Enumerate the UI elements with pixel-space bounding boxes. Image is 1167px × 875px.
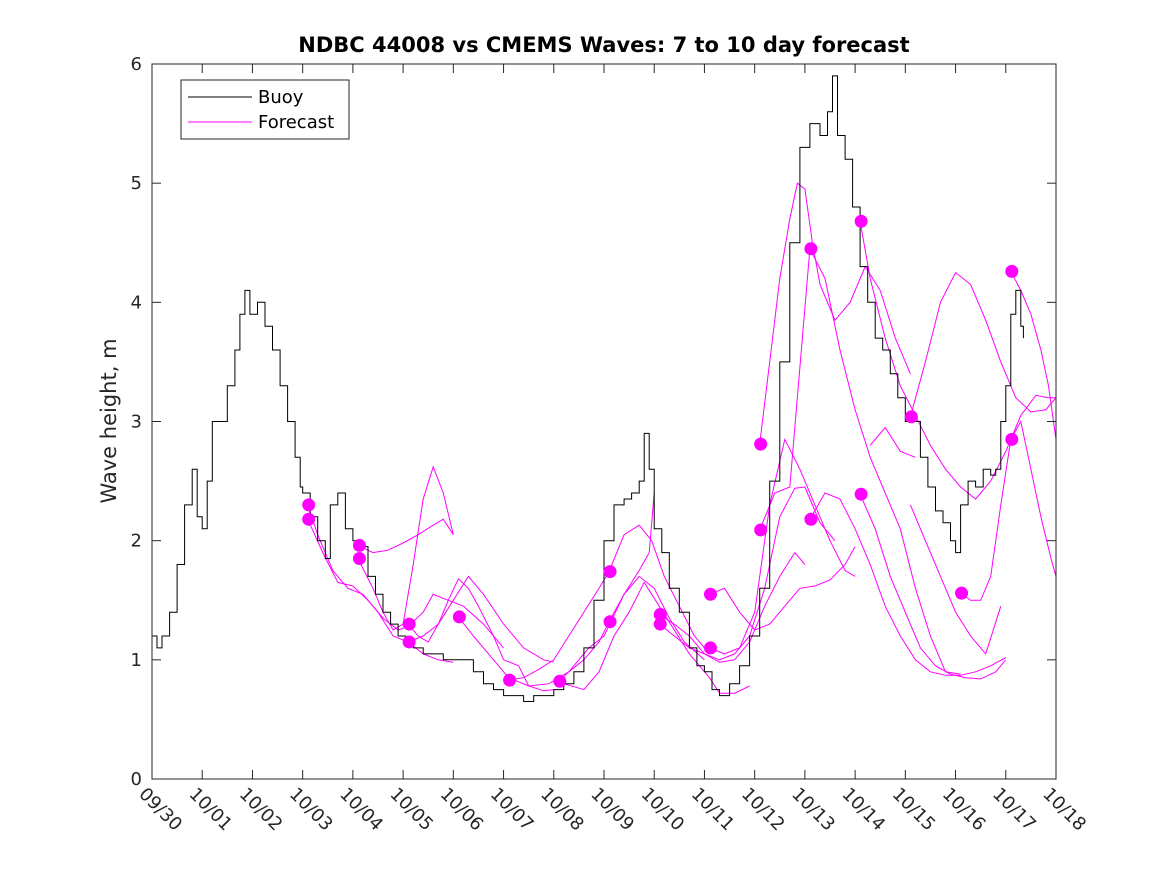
forecast-marker: [1005, 432, 1019, 446]
y-tick-label: 0: [131, 769, 142, 790]
forecast-line-17: [809, 492, 1007, 676]
y-tick-label: 4: [131, 292, 142, 313]
y-ticks: 0 1 2 3 4 5 6: [131, 54, 1056, 790]
legend-forecast-label: Forecast: [258, 112, 334, 133]
forecast-marker: [553, 674, 567, 688]
legend-buoy-label: Buoy: [258, 87, 304, 108]
forecast-marker: [302, 498, 316, 512]
y-tick-label: 3: [131, 412, 142, 433]
forecast-line-3: [357, 518, 454, 554]
y-tick-label: 6: [131, 54, 142, 75]
forecast-marker: [804, 512, 818, 526]
forecast-marker: [653, 617, 667, 631]
y-tick-label: 5: [131, 173, 142, 194]
forecast-line-22: [1010, 271, 1057, 440]
forecast-marker: [352, 552, 366, 566]
forecast-marker: [703, 641, 717, 655]
forecast-markers: [302, 214, 1019, 688]
forecast-marker: [653, 608, 667, 622]
forecast-line-23: [909, 504, 1002, 655]
forecast-line-16: [759, 246, 961, 675]
forecast-line-19: [859, 494, 1007, 680]
forecast-marker: [904, 410, 918, 424]
forecast-marker: [352, 538, 366, 552]
y-axis-label: Wave height, m: [97, 338, 121, 503]
forecast-marker: [503, 673, 517, 687]
forecast-line-14: [709, 437, 856, 655]
buoy-line: [152, 75, 1024, 702]
forecast-marker: [754, 437, 768, 451]
forecast-line-4: [357, 465, 454, 631]
forecast-line-15: [759, 182, 911, 445]
forecast-marker: [955, 586, 969, 600]
forecast-marker: [703, 587, 717, 601]
forecast-marker: [854, 487, 868, 501]
y-tick-label: 2: [131, 531, 142, 552]
chart-title: NDBC 44008 vs CMEMS Waves: 7 to 10 day f…: [298, 33, 909, 57]
forecast-marker: [402, 617, 416, 631]
forecast-line-24: [869, 426, 916, 458]
buoy-line-group: [152, 75, 1024, 702]
forecast-line-2: [307, 518, 504, 649]
forecast-marker: [1005, 264, 1019, 278]
forecast-marker: [452, 610, 466, 624]
forecast-marker: [754, 523, 768, 537]
y-tick-label: 1: [131, 650, 142, 671]
forecast-marker: [603, 565, 617, 579]
forecast-line-6: [407, 575, 554, 663]
forecast-line-11: [658, 551, 806, 663]
legend: Buoy Forecast: [180, 79, 350, 140]
forecast-line-20: [909, 271, 1057, 417]
forecast-marker: [402, 635, 416, 649]
forecast-marker: [854, 214, 868, 228]
forecast-line-5: [407, 577, 554, 692]
forecast-marker: [804, 242, 818, 256]
legend-box: [180, 79, 350, 140]
forecast-marker: [603, 615, 617, 629]
forecast-marker: [302, 512, 316, 526]
forecast-line-13: [709, 546, 856, 631]
